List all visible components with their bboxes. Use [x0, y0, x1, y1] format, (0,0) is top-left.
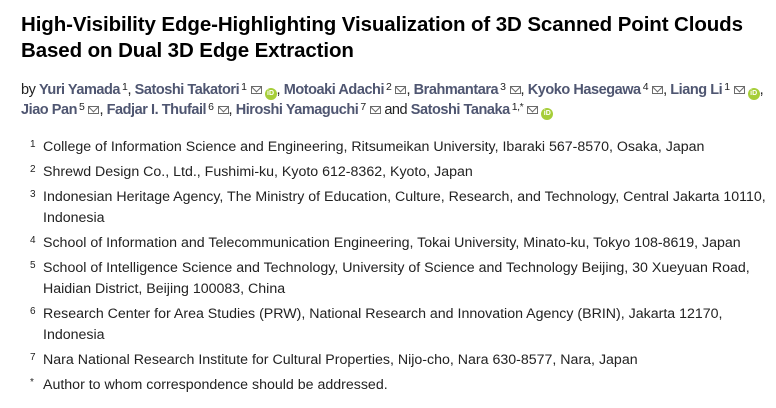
affiliation-superscript: 1,* [511, 101, 524, 113]
affiliation-text: School of Intelligence Science and Techn… [43, 260, 750, 297]
affiliation-superscript: 1 [724, 81, 730, 93]
email-icon[interactable] [369, 106, 381, 114]
affiliation-number: 6 [30, 306, 36, 317]
email-icon[interactable] [88, 106, 100, 114]
affiliation-text: Author to whom correspondence should be … [43, 377, 388, 393]
email-icon[interactable] [250, 86, 262, 94]
affiliation-text: Indonesian Heritage Agency, The Ministry… [43, 189, 766, 226]
author-name-link[interactable]: Yuri Yamada [39, 82, 121, 98]
author-list: by Yuri Yamada 1, Satoshi Takatori 1iD, Mo… [21, 81, 764, 120]
affiliation-item: 7 Nara National Research Institute for Cu… [21, 350, 766, 371]
affiliation-number: * [30, 377, 34, 388]
affiliation-superscript: 2 [386, 81, 392, 93]
affiliation-text: Shrewd Design Co., Ltd., Fushimi-ku, Kyo… [43, 164, 473, 180]
email-icon[interactable] [217, 106, 229, 114]
affiliation-item: 1 College of Information Science and Engi… [21, 137, 766, 158]
affiliation-text: Nara National Research Institute for Cul… [43, 352, 638, 368]
email-icon[interactable] [733, 86, 745, 94]
email-icon[interactable] [509, 86, 521, 94]
affiliation-item: 2 Shrewd Design Co., Ltd., Fushimi-ku, Ky… [21, 162, 766, 183]
affiliation-superscript: 3 [500, 81, 506, 93]
and-label: and [384, 102, 408, 118]
author-name-link[interactable]: Fadjar I. Thufail [106, 102, 207, 118]
author-name-link[interactable]: Motoaki Adachi [283, 82, 385, 98]
affiliation-list: 1 College of Information Science and Engi… [21, 137, 766, 396]
affiliation-number: 4 [30, 235, 36, 246]
affiliation-text: Research Center for Area Studies (PRW), … [43, 306, 723, 343]
orcid-icon[interactable]: iD [747, 88, 760, 100]
email-icon[interactable] [527, 106, 539, 114]
affiliation-item: 4 School of Information and Telecommunica… [21, 233, 766, 254]
affiliation-item: 3 Indonesian Heritage Agency, The Ministr… [21, 187, 766, 229]
affiliation-number: 2 [30, 164, 36, 175]
affiliation-superscript: 5 [79, 101, 85, 113]
affiliation-number: 1 [30, 139, 36, 150]
by-label: by [21, 82, 36, 98]
affiliation-superscript: 6 [208, 101, 214, 113]
affiliation-number: 5 [30, 260, 36, 271]
author-name-link[interactable]: Kyoko Hasegawa [527, 82, 641, 98]
affiliation-superscript: 1 [241, 81, 247, 93]
affiliation-superscript: 7 [360, 101, 366, 113]
affiliation-text: School of Information and Telecommunicat… [43, 235, 741, 251]
article-header: High-Visibility Edge-Highlighting Visual… [0, 0, 776, 396]
affiliation-item: * Author to whom correspondence should be… [21, 375, 766, 396]
author-name-link[interactable]: Hiroshi Yamaguchi [235, 102, 359, 118]
author-name-link[interactable]: Jiao Pan [21, 102, 78, 118]
author-name-link[interactable]: Satoshi Tanaka [410, 102, 510, 118]
orcid-icon[interactable]: iD [264, 88, 277, 100]
author-name-link[interactable]: Liang Li [670, 82, 723, 98]
email-icon[interactable] [395, 86, 407, 94]
orcid-icon[interactable]: iD [541, 108, 554, 120]
affiliation-superscript: 1 [122, 81, 128, 93]
author-name-link[interactable]: Satoshi Takatori [134, 82, 240, 98]
affiliation-item: 5 School of Intelligence Science and Tech… [21, 258, 766, 300]
author-name-link[interactable]: Brahmantara [413, 82, 499, 98]
email-icon[interactable] [652, 86, 664, 94]
affiliation-text: College of Information Science and Engin… [43, 139, 705, 155]
affiliation-number: 7 [30, 352, 36, 363]
article-title: High-Visibility Edge-Highlighting Visual… [21, 13, 743, 62]
affiliation-number: 3 [30, 189, 36, 200]
affiliation-item: 6 Research Center for Area Studies (PRW),… [21, 304, 766, 346]
affiliation-superscript: 4 [642, 81, 649, 93]
